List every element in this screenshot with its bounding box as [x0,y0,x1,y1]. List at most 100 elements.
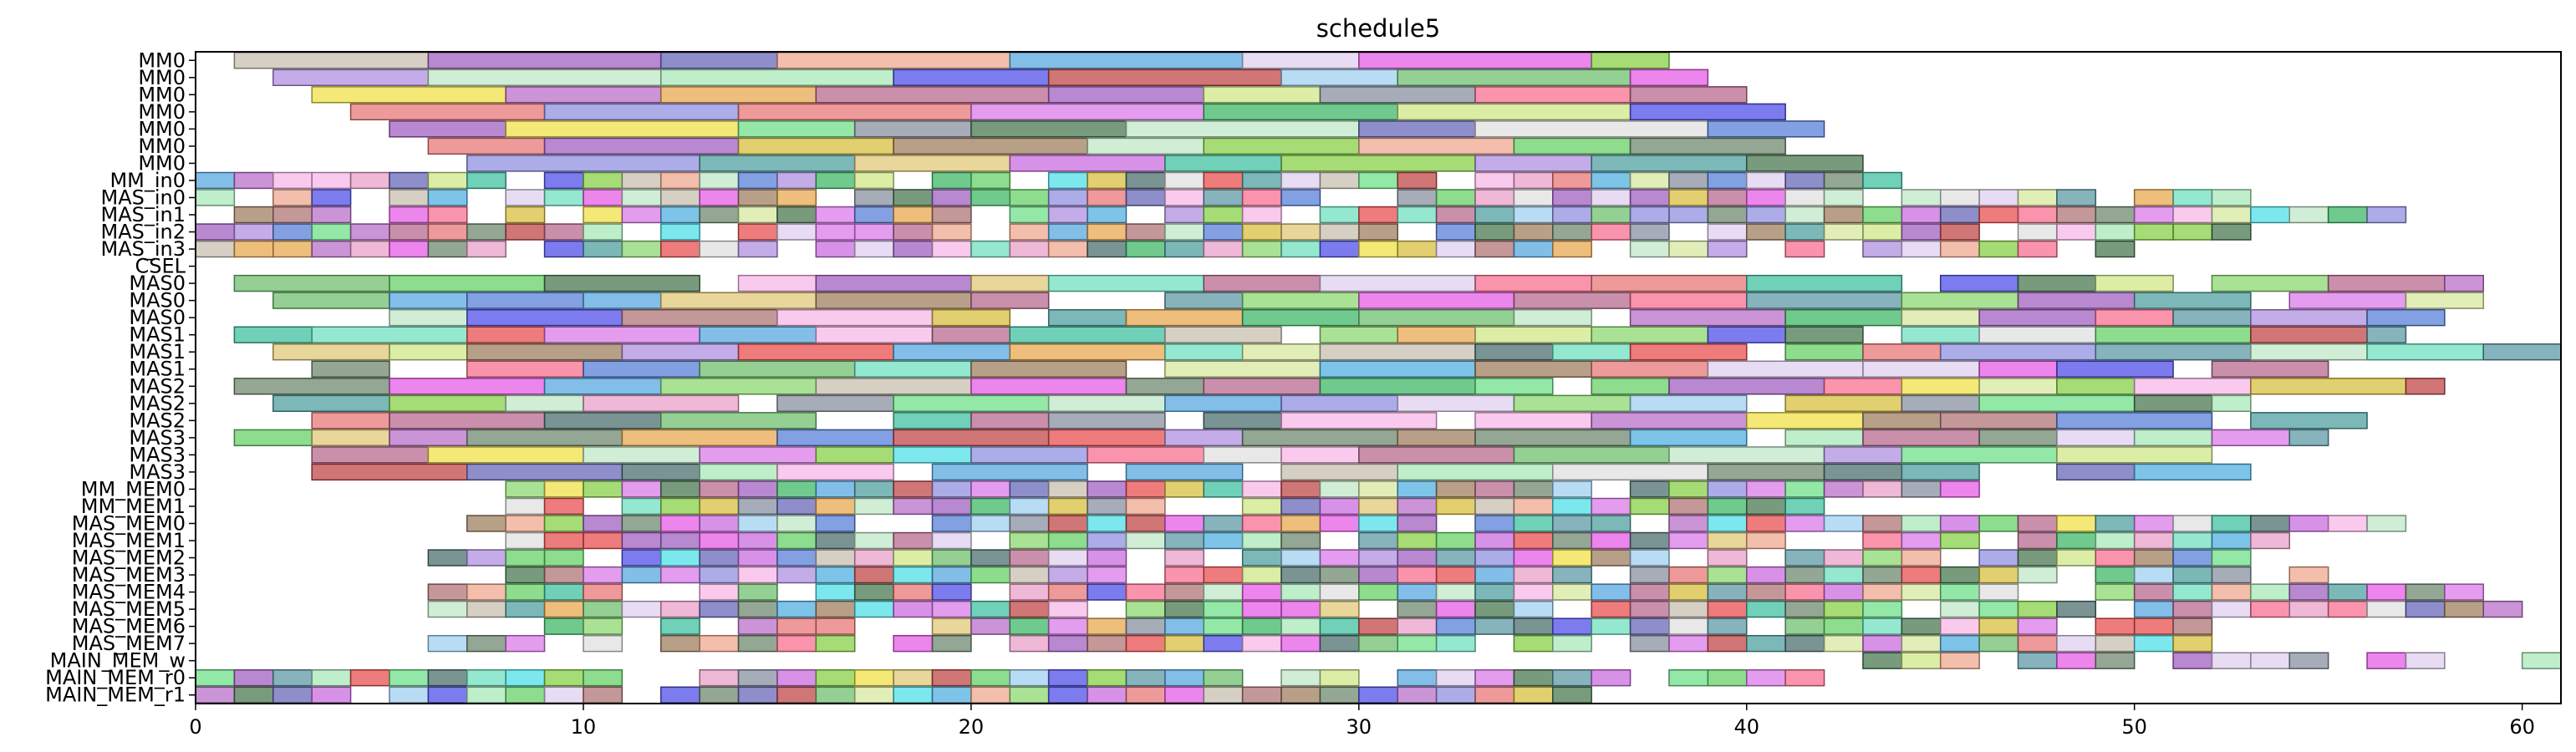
task-bar [2172,223,2213,241]
task-bar [699,549,740,567]
task-bar [853,583,894,601]
task-bar [1358,515,1398,532]
task-bar [2017,531,2058,550]
task-bar [1164,634,1204,653]
y-tick-label: MAS3 [129,426,186,450]
task-bar [2133,583,2174,601]
task-bar [2095,223,2136,241]
task-bar [621,600,662,618]
task-bar [815,617,856,635]
task-bar [1358,206,1398,224]
task-bar [2521,652,2562,669]
task-bar [1978,189,2019,206]
task-bar [311,223,352,241]
task-bar [2133,189,2174,206]
task-bar [1939,240,1980,258]
task-bar [1164,600,1204,618]
task-bar [1241,429,1398,447]
task-bar [1552,549,1592,567]
task-bar [621,549,662,567]
task-bar [1280,394,1398,412]
task-bar [272,686,313,704]
task-bar [1241,240,1282,258]
task-bar [1280,155,1476,172]
task-bar [621,429,778,447]
task-bar [543,223,584,241]
task-bar [970,171,1011,190]
task-bar [1241,206,1282,224]
task-bar [621,240,662,258]
task-bar [466,360,584,378]
task-bar [1745,515,1786,532]
task-bar [893,634,934,653]
task-bar [815,497,856,516]
bars-layer [195,52,2562,704]
task-bar [931,515,972,532]
task-bar [1823,171,1864,190]
task-bar [349,669,390,687]
task-bar [1397,583,1438,601]
task-bar [1901,583,1942,601]
task-bar [699,240,740,258]
task-bar [1087,240,1128,258]
task-bar [2017,292,2136,309]
task-bar [2017,206,2058,224]
task-bar [931,531,972,550]
task-bar [1707,480,1748,498]
task-bar [815,583,856,601]
task-bar [970,617,1011,635]
task-bar [815,549,856,567]
task-bar [1823,480,1864,498]
task-bar [2056,463,2136,481]
task-bar [1397,549,1438,567]
task-bar [349,171,390,190]
task-bar [1823,617,1864,635]
task-bar [1591,515,1632,532]
task-bar [970,292,1050,309]
task-bar [2056,531,2097,550]
task-bar [1862,429,1980,447]
task-bar [1823,446,1903,464]
task-bar [1591,378,1670,395]
task-bar [1862,360,1980,378]
y-tick-label: MAS2 [129,409,186,432]
task-bar [543,497,584,516]
task-bar [2288,206,2329,224]
task-bar [1009,189,1050,206]
task-bar [1164,480,1204,498]
task-bar [505,669,546,687]
task-bar [815,446,894,464]
task-bar [1125,480,1166,498]
task-bar [2250,600,2290,618]
task-bar [349,103,546,121]
y-tick-label: MM0 [138,135,186,158]
task-bar [1280,566,1321,584]
y-tick-label: MAS3 [129,460,186,484]
task-bar [1629,600,1670,618]
plot-frame [195,51,2562,704]
task-bar [621,171,662,190]
task-bar [1707,240,1748,258]
task-bar [1552,566,1592,584]
task-bar [1087,497,1128,516]
task-bar [1319,515,1360,532]
task-bar [1668,189,1709,206]
task-bar [1397,69,1632,86]
task-bar [1745,531,1786,550]
task-bar [1435,240,1476,258]
task-bar [699,326,817,343]
task-bar [1397,497,1438,516]
task-bar [699,531,740,550]
task-bar [1745,155,1864,172]
task-bar [776,600,817,618]
task-bar [1978,583,2019,601]
task-bar [1901,394,1980,412]
task-bar [2327,583,2368,601]
task-bar [311,171,352,190]
task-bar [970,515,1011,532]
task-bar [1591,600,1632,618]
task-bar [1552,686,1592,704]
task-bar [1203,189,1244,206]
task-bar [233,52,430,69]
task-bar [1978,206,2019,224]
